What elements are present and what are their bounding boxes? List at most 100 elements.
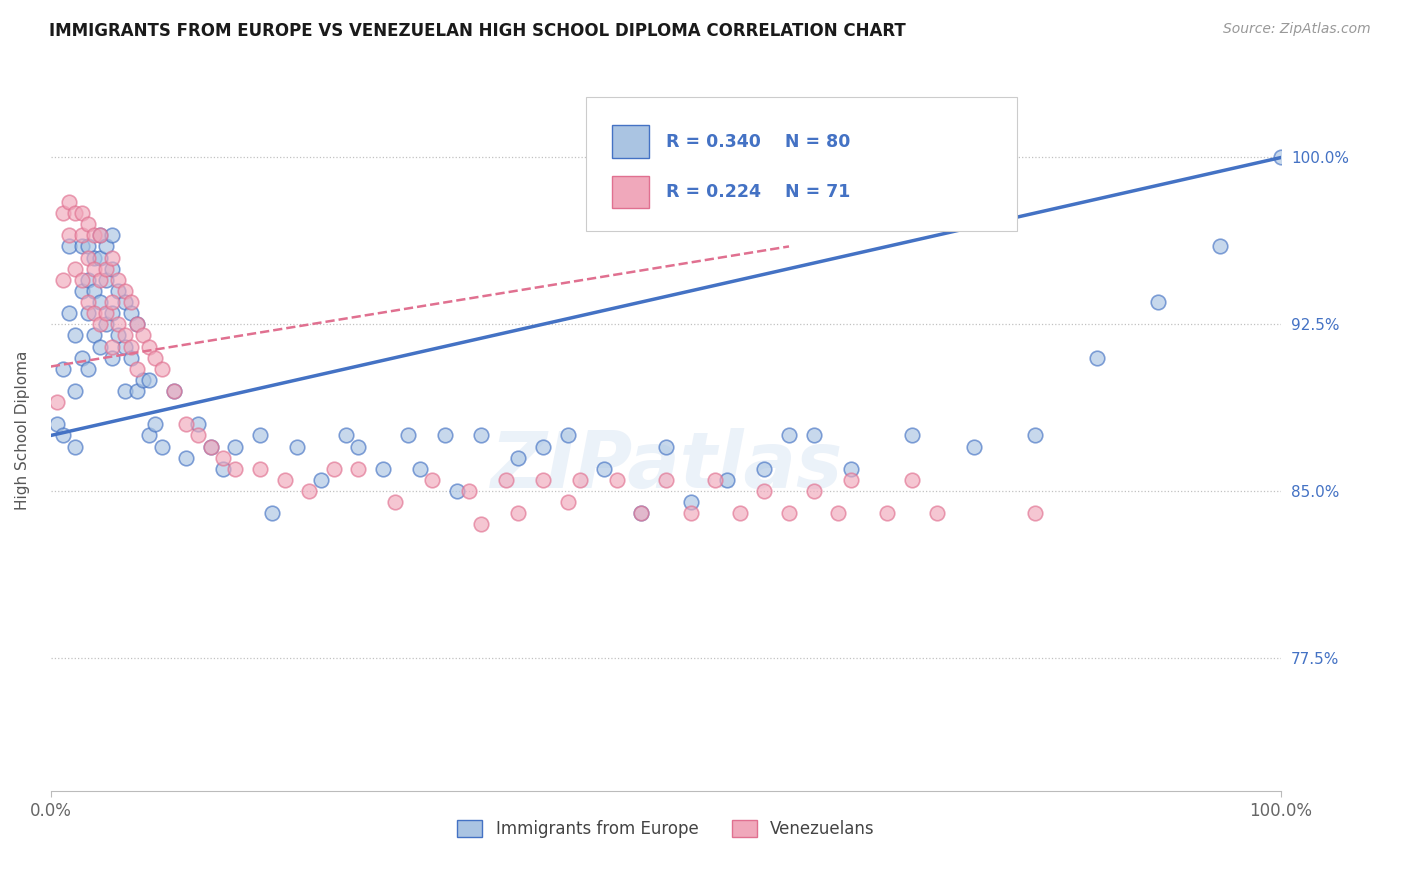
Point	[593, 462, 616, 476]
Point	[901, 428, 924, 442]
Point	[101, 351, 124, 365]
Point	[65, 384, 87, 398]
Point	[335, 428, 357, 442]
Point	[70, 351, 93, 365]
Point	[58, 228, 80, 243]
Point	[839, 473, 862, 487]
Point	[96, 239, 118, 253]
Point	[446, 484, 468, 499]
Point	[876, 506, 898, 520]
Point	[1270, 151, 1292, 165]
Text: R = 0.340    N = 80: R = 0.340 N = 80	[666, 133, 851, 151]
Point	[101, 295, 124, 310]
Point	[396, 428, 419, 442]
Point	[371, 462, 394, 476]
Point	[347, 440, 370, 454]
Point	[101, 228, 124, 243]
Point	[76, 295, 98, 310]
Legend: Immigrants from Europe, Venezuelans: Immigrants from Europe, Venezuelans	[450, 813, 882, 845]
Point	[70, 206, 93, 220]
Point	[125, 384, 148, 398]
Point	[70, 273, 93, 287]
Point	[52, 361, 75, 376]
Point	[557, 428, 579, 442]
Text: Source: ZipAtlas.com: Source: ZipAtlas.com	[1223, 22, 1371, 37]
Text: R = 0.224    N = 71: R = 0.224 N = 71	[666, 183, 851, 201]
Point	[778, 428, 800, 442]
Point	[58, 194, 80, 209]
Point	[89, 251, 111, 265]
Point	[89, 228, 111, 243]
Point	[778, 506, 800, 520]
Point	[65, 206, 87, 220]
Point	[138, 339, 160, 353]
Point	[89, 339, 111, 353]
Point	[679, 506, 702, 520]
Point	[925, 506, 948, 520]
Point	[145, 351, 167, 365]
Point	[150, 440, 173, 454]
Point	[470, 428, 492, 442]
Point	[107, 284, 129, 298]
Point	[96, 273, 118, 287]
Point	[58, 306, 80, 320]
Point	[138, 373, 160, 387]
Point	[83, 328, 105, 343]
FancyBboxPatch shape	[612, 125, 648, 158]
Point	[76, 239, 98, 253]
Point	[249, 462, 271, 476]
Point	[125, 318, 148, 332]
Point	[531, 473, 554, 487]
Point	[962, 440, 984, 454]
Point	[101, 261, 124, 276]
Point	[606, 473, 628, 487]
Point	[470, 517, 492, 532]
Point	[495, 473, 517, 487]
Point	[107, 328, 129, 343]
Point	[679, 495, 702, 509]
Point	[262, 506, 284, 520]
Point	[531, 440, 554, 454]
Point	[52, 206, 75, 220]
Point	[89, 273, 111, 287]
Point	[224, 440, 246, 454]
Point	[70, 239, 93, 253]
Point	[89, 228, 111, 243]
Point	[384, 495, 406, 509]
Point	[655, 473, 678, 487]
Point	[58, 239, 80, 253]
Point	[120, 339, 142, 353]
Point	[630, 506, 652, 520]
Point	[754, 484, 776, 499]
Point	[107, 318, 129, 332]
Point	[70, 284, 93, 298]
Point	[901, 473, 924, 487]
Point	[65, 261, 87, 276]
Point	[557, 495, 579, 509]
Point	[1147, 295, 1170, 310]
Point	[65, 440, 87, 454]
Point	[409, 462, 432, 476]
Text: IMMIGRANTS FROM EUROPE VS VENEZUELAN HIGH SCHOOL DIPLOMA CORRELATION CHART: IMMIGRANTS FROM EUROPE VS VENEZUELAN HIG…	[49, 22, 905, 40]
Point	[83, 284, 105, 298]
Point	[1085, 351, 1108, 365]
Point	[114, 339, 136, 353]
Point	[76, 217, 98, 231]
Point	[224, 462, 246, 476]
Point	[174, 417, 197, 432]
Point	[114, 328, 136, 343]
Point	[132, 328, 155, 343]
Y-axis label: High School Diploma: High School Diploma	[15, 351, 30, 509]
Point	[52, 428, 75, 442]
Point	[273, 473, 295, 487]
FancyBboxPatch shape	[612, 176, 648, 209]
Point	[200, 440, 222, 454]
Point	[83, 306, 105, 320]
Point	[249, 428, 271, 442]
Point	[138, 428, 160, 442]
Point	[163, 384, 186, 398]
Point	[101, 306, 124, 320]
Point	[754, 462, 776, 476]
Text: ZIPatlas: ZIPatlas	[489, 428, 842, 504]
Point	[1024, 506, 1046, 520]
